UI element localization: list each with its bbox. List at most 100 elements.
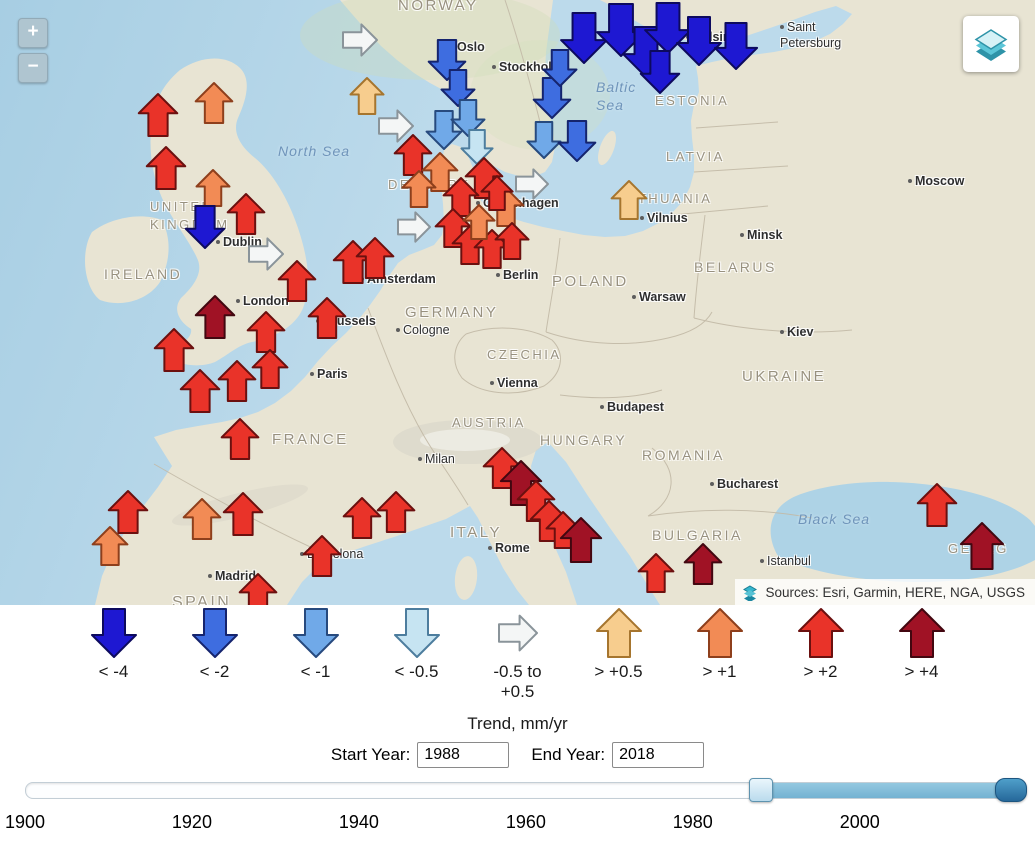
trend-arrow-p2[interactable] bbox=[155, 329, 194, 371]
legend-arrow-icon-p05 bbox=[587, 606, 651, 660]
trend-arrow-m2[interactable] bbox=[442, 70, 475, 106]
legend-label: < -4 bbox=[98, 662, 129, 681]
trend-arrow-p2[interactable] bbox=[357, 238, 394, 278]
legend-label: -0.5 to +0.5 bbox=[493, 662, 542, 702]
legend-arrow-icon-m2 bbox=[183, 606, 247, 660]
legend-label: > +1 bbox=[702, 662, 737, 681]
trend-arrow-p05[interactable] bbox=[351, 78, 384, 114]
slider-thumb-start[interactable] bbox=[748, 778, 773, 802]
terrain-forest bbox=[300, 0, 560, 80]
axis-year-label: 1940 bbox=[338, 812, 379, 832]
trend-arrow-m1[interactable] bbox=[452, 100, 485, 136]
zoom-controls: + − bbox=[18, 18, 48, 88]
trend-arrow-p2[interactable] bbox=[279, 261, 316, 301]
trend-arrow-p1[interactable] bbox=[197, 170, 230, 206]
trend-arrow-p2[interactable] bbox=[109, 491, 148, 533]
legend-item: > +1 bbox=[669, 606, 770, 703]
trend-arrow-p2[interactable] bbox=[228, 194, 265, 234]
land-scandinavia bbox=[340, 0, 555, 177]
trend-arrow-p2[interactable] bbox=[918, 484, 957, 526]
trend-arrow-p05[interactable] bbox=[612, 181, 647, 219]
land-ireland bbox=[85, 216, 169, 304]
trend-arrow-m2[interactable] bbox=[544, 50, 577, 86]
legend-arrow-icon-p1 bbox=[688, 606, 752, 660]
trend-arrow-m4[interactable] bbox=[715, 23, 757, 69]
trend-arrow-p1[interactable] bbox=[93, 527, 128, 565]
end-year-input[interactable] bbox=[612, 742, 705, 768]
zoom-in-button[interactable]: + bbox=[18, 18, 48, 48]
legend-arrow-icon-z bbox=[486, 606, 550, 660]
map-attribution: Sources: Esri, Garmin, HERE, NGA, USGS bbox=[735, 579, 1035, 605]
zoom-out-button[interactable]: − bbox=[18, 53, 48, 83]
legend-label: > +0.5 bbox=[594, 662, 643, 681]
trend-arrow-p2[interactable] bbox=[496, 223, 529, 259]
trend-arrow-m05[interactable] bbox=[461, 130, 492, 164]
time-range-slider[interactable] bbox=[0, 777, 1035, 805]
trend-arrow-m4[interactable] bbox=[186, 206, 225, 248]
trend-arrow-z[interactable] bbox=[516, 169, 548, 198]
legend-label: > +4 bbox=[904, 662, 939, 681]
trend-arrow-p2[interactable] bbox=[219, 361, 256, 401]
start-year-label: Start Year: bbox=[330, 745, 411, 764]
legend-arrow-icon-p4 bbox=[890, 606, 954, 660]
trend-arrow-p2[interactable] bbox=[395, 135, 432, 175]
trend-arrow-p2[interactable] bbox=[147, 147, 186, 189]
trend-arrow-p4[interactable] bbox=[685, 544, 722, 584]
trend-arrow-p1[interactable] bbox=[463, 205, 494, 239]
start-year-input[interactable] bbox=[417, 742, 510, 768]
trend-arrow-m1[interactable] bbox=[528, 122, 561, 158]
trend-arrow-p1[interactable] bbox=[423, 153, 458, 191]
trend-arrow-p2[interactable] bbox=[224, 493, 263, 535]
trend-arrow-z[interactable] bbox=[343, 24, 377, 55]
axis-year-label: 1980 bbox=[672, 812, 713, 832]
slider-track[interactable] bbox=[25, 782, 1012, 799]
trend-arrow-m1[interactable] bbox=[427, 111, 462, 149]
trend-arrow-m4[interactable] bbox=[677, 17, 721, 65]
trend-arrow-p1[interactable] bbox=[196, 83, 233, 123]
trend-arrow-p2[interactable] bbox=[222, 419, 259, 459]
legend-label: > +2 bbox=[803, 662, 838, 681]
trend-arrow-p2[interactable] bbox=[639, 554, 674, 592]
trend-arrow-z[interactable] bbox=[249, 238, 283, 269]
year-controls: Start Year: End Year: bbox=[0, 742, 1035, 768]
attribution-text: Sources: Esri, Garmin, HERE, NGA, USGS bbox=[765, 584, 1025, 600]
axis-year-label: 2000 bbox=[839, 812, 880, 832]
trend-arrow-p2[interactable] bbox=[304, 536, 341, 576]
trend-arrow-p4[interactable] bbox=[196, 296, 235, 338]
slider-thumb-end[interactable] bbox=[995, 778, 1027, 802]
trend-arrow-p2[interactable] bbox=[139, 94, 178, 136]
trend-arrow-p2[interactable] bbox=[378, 492, 415, 532]
legend-title: Trend, mm/yr bbox=[467, 714, 568, 733]
trend-arrow-p2[interactable] bbox=[253, 350, 288, 388]
legend-item: > +0.5 bbox=[568, 606, 669, 703]
trend-arrow-p2[interactable] bbox=[240, 574, 277, 605]
trend-arrow-m4[interactable] bbox=[641, 51, 680, 93]
trend-arrow-p1[interactable] bbox=[184, 499, 221, 539]
trend-arrow-m2[interactable] bbox=[534, 78, 571, 118]
trend-arrow-p2[interactable] bbox=[181, 370, 220, 412]
legend-item: > +2 bbox=[770, 606, 871, 703]
island-gotland bbox=[597, 130, 617, 166]
trend-arrow-p2[interactable] bbox=[309, 298, 346, 338]
legend-label: < -0.5 bbox=[394, 662, 439, 681]
basemap-toggle-button[interactable] bbox=[963, 16, 1019, 72]
trend-arrow-p4[interactable] bbox=[561, 518, 601, 562]
trend-arrow-p1[interactable] bbox=[403, 171, 436, 207]
basemap-layers-icon bbox=[974, 29, 1008, 61]
legend-arrow-icon-p2 bbox=[789, 606, 853, 660]
esri-logo-icon bbox=[743, 585, 758, 601]
map-canvas[interactable]: North Sea Baltic Sea Black Sea NORWAY ESTON… bbox=[0, 0, 1035, 605]
trend-arrow-p2[interactable] bbox=[248, 312, 285, 352]
trend-arrow-p2[interactable] bbox=[481, 176, 512, 210]
trend-arrow-p2[interactable] bbox=[344, 498, 381, 538]
trend-arrow-p4[interactable] bbox=[961, 523, 1003, 569]
legend-item: -0.5 to +0.5 bbox=[467, 606, 568, 703]
slider-range-fill bbox=[760, 783, 1011, 798]
axis-year-label: 1900 bbox=[4, 812, 46, 832]
trend-legend: < -4 < -2 < -1 < -0.5 -0.5 to +0.5 > +0.5 > +1… bbox=[63, 606, 972, 703]
legend-arrow-icon-m1 bbox=[284, 606, 348, 660]
trend-arrow-z[interactable] bbox=[398, 212, 430, 241]
trend-arrow-m2[interactable] bbox=[559, 121, 596, 161]
trend-arrow-z[interactable] bbox=[379, 110, 413, 141]
